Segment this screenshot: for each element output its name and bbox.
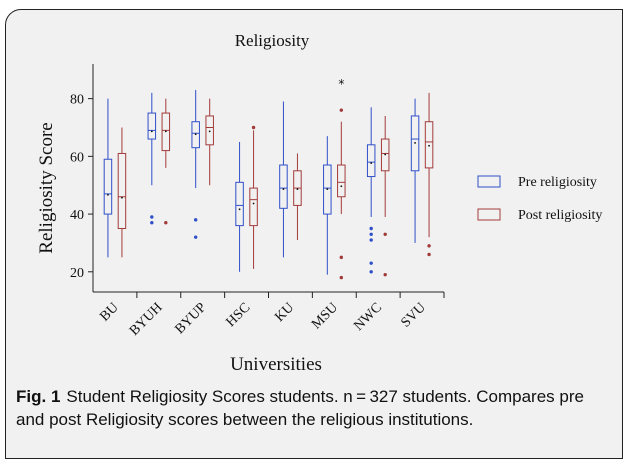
box-iqr — [103, 158, 113, 215]
legend-label: Post religiosity — [518, 208, 602, 223]
mean-point — [282, 188, 285, 191]
box-iqr — [117, 152, 127, 230]
box-iqr — [191, 121, 200, 149]
box-svu-post — [424, 92, 434, 257]
box-nwc-post — [380, 115, 390, 277]
caption-text: Student Religiosity Scores students. n =… — [16, 387, 584, 429]
mean-point — [296, 188, 299, 191]
x-tick-label: BYUP — [172, 300, 209, 337]
outlier-point — [383, 272, 387, 277]
x-tick-label: SVU — [398, 300, 428, 330]
outlier-point — [150, 221, 154, 225]
legend-swatch — [477, 175, 501, 188]
mean-point — [414, 142, 416, 144]
extreme-outlier: * — [338, 77, 344, 91]
boxes: * — [103, 77, 434, 280]
outlier-point — [369, 226, 373, 231]
legend-label: Pre religiosity — [518, 175, 597, 190]
legend-item-pre: Pre religiosity — [477, 175, 597, 190]
box-iqr — [337, 164, 346, 198]
box-bu-pre — [103, 98, 113, 258]
y-axis-label: Religiosity Score — [36, 122, 57, 253]
outlier-point — [193, 235, 198, 239]
outlier-point — [193, 218, 198, 222]
box-byuh-pre — [147, 92, 157, 225]
box-hsc-pre — [235, 141, 244, 272]
outlier-point — [369, 232, 373, 236]
outlier-point — [251, 125, 256, 130]
mean-point — [384, 153, 387, 156]
figure-caption: Fig. 1 Student Religiosity Scores student… — [16, 385, 606, 431]
outlier-point — [339, 108, 344, 112]
x-tick-label: KU — [272, 300, 297, 325]
box-iqr — [147, 112, 157, 140]
mean-point — [121, 196, 123, 199]
x-tick-label: MSU — [309, 300, 341, 332]
outlier-point — [164, 221, 168, 225]
outlier-point — [369, 238, 373, 242]
box-byup-post — [205, 98, 214, 186]
box-byuh-post — [161, 98, 171, 225]
mean-point — [150, 130, 153, 133]
mean-point — [208, 130, 211, 133]
box-iqr — [410, 115, 420, 172]
box-iqr — [249, 187, 258, 227]
box-iqr — [366, 144, 376, 178]
mean-point — [428, 144, 430, 147]
outlier-point — [427, 244, 431, 248]
box-hsc-post — [249, 125, 258, 269]
legend-swatch — [477, 208, 501, 221]
box-ku-post — [293, 153, 302, 241]
mean-point — [238, 208, 241, 211]
outlier-point — [150, 215, 154, 219]
mean-point — [194, 133, 197, 136]
box-iqr — [279, 164, 288, 209]
y-tick-label: 80 — [70, 93, 84, 108]
box-msu-pre — [323, 136, 332, 275]
y-tick-label: 60 — [70, 150, 84, 165]
mean-point — [340, 185, 343, 188]
x-tick-label: HSC — [224, 300, 254, 330]
box-byup-pre — [191, 89, 200, 239]
x-axis-label: Universities — [230, 354, 322, 375]
legend-item-post: Post religiosity — [477, 208, 602, 223]
box-iqr — [424, 121, 434, 169]
outlier-point — [369, 270, 373, 274]
mean-point — [326, 188, 329, 191]
chart-title: Religiosity — [235, 31, 310, 50]
box-svu-pre — [410, 98, 420, 243]
box-bu-post — [117, 127, 127, 258]
legend: Pre religiosity Post religiosity — [477, 175, 602, 223]
box-nwc-pre — [366, 107, 376, 274]
outlier-point — [427, 252, 431, 257]
box-iqr — [205, 115, 214, 146]
x-tick-label: BU — [97, 300, 121, 324]
box-iqr — [323, 164, 332, 215]
box-iqr — [380, 138, 390, 172]
box-iqr — [235, 181, 244, 227]
mean-point — [164, 130, 167, 133]
y-tick-label: 20 — [70, 266, 84, 281]
outlier-point — [339, 275, 344, 280]
figure-label: Fig. 1 — [16, 387, 61, 406]
outlier-point — [383, 232, 387, 236]
y-tick-label: 40 — [70, 208, 84, 223]
box-iqr — [161, 112, 171, 152]
mean-point — [252, 202, 255, 205]
outlier-point — [369, 261, 373, 265]
x-tick-label: BYUH — [127, 300, 166, 339]
box-ku-pre — [279, 101, 288, 258]
mean-point — [370, 162, 373, 165]
outlier-point — [339, 255, 344, 260]
mean-point — [107, 193, 109, 196]
x-tick-label: NWC — [351, 300, 385, 334]
box-msu-post: * — [337, 77, 346, 280]
